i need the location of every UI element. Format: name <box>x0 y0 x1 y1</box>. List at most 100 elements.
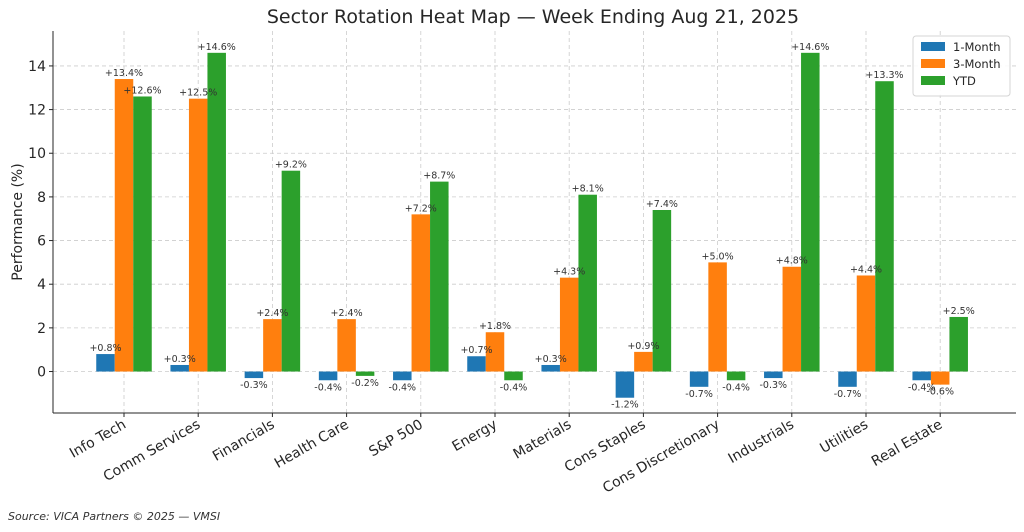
bar <box>337 319 356 372</box>
bar <box>281 170 301 372</box>
y-tick-label: 12 <box>28 103 46 119</box>
data-label: -0.7% <box>834 389 862 400</box>
data-labels: +0.8% +0.3% -0.3% -0.4% -0.4% +0.7% +0.3% -1.2%… <box>89 42 974 411</box>
bar <box>430 181 449 372</box>
data-label: +13.3% <box>865 70 903 81</box>
bar <box>114 79 134 372</box>
bar <box>393 371 412 381</box>
legend-swatch <box>921 42 945 51</box>
bar <box>875 81 894 372</box>
bar <box>504 371 523 381</box>
bar <box>133 96 152 372</box>
bar <box>263 319 282 372</box>
bar <box>949 316 968 372</box>
bar <box>782 266 802 372</box>
y-tick-label: 2 <box>37 321 46 337</box>
bar <box>930 371 950 385</box>
data-label: +7.2% <box>405 203 437 214</box>
y-tick-label: 0 <box>37 365 46 381</box>
data-label: -0.4% <box>722 382 750 393</box>
x-tick-label: S&P 500 <box>366 417 425 461</box>
data-label: +7.4% <box>646 199 678 210</box>
data-label: +0.3% <box>164 354 196 365</box>
bar <box>411 214 431 372</box>
y-tick-label: 4 <box>37 277 46 293</box>
x-tick-label: Health Care <box>272 417 352 472</box>
y-axis-label: Performance (%) <box>10 163 26 280</box>
data-label: +4.8% <box>776 256 808 267</box>
bar <box>485 332 505 372</box>
legend-swatch <box>921 76 945 85</box>
bar <box>244 371 264 379</box>
data-label: +0.8% <box>89 343 121 354</box>
x-tick-label: Info Tech <box>67 417 129 462</box>
bar <box>856 275 876 372</box>
data-label: +12.6% <box>123 85 161 96</box>
x-tick-label: Real Estate <box>869 417 945 470</box>
data-label: +14.6% <box>791 42 829 53</box>
bar <box>207 52 226 372</box>
y-tick-label: 14 <box>28 59 46 75</box>
data-label: +13.4% <box>105 68 143 79</box>
bar <box>708 262 727 372</box>
bar <box>726 371 746 381</box>
bar <box>801 52 820 372</box>
x-tick-label: Materials <box>511 417 575 463</box>
x-tick-label: Utilities <box>817 417 871 457</box>
data-label: +4.3% <box>553 267 585 278</box>
bar <box>764 371 783 379</box>
data-label: -0.3% <box>760 380 788 391</box>
bar <box>559 277 579 372</box>
source-note: Source: VICA Partners © 2025 — VMSI <box>8 510 221 523</box>
bar <box>615 371 635 398</box>
bar <box>912 371 931 381</box>
legend-swatch <box>921 59 945 68</box>
data-label: -0.4% <box>908 382 936 393</box>
data-label: +2.5% <box>943 306 975 317</box>
legend-entry: 1-Month <box>953 40 1001 54</box>
bar <box>541 364 560 372</box>
data-label: +2.4% <box>331 308 363 319</box>
chart-title: Sector Rotation Heat Map — Week Ending A… <box>267 6 799 28</box>
y-tick-label: 8 <box>37 190 46 206</box>
data-label: +5.0% <box>702 251 734 262</box>
x-tick-label: Industrials <box>726 417 797 467</box>
bar <box>170 364 189 372</box>
y-tick-label: 10 <box>28 146 46 162</box>
y-tick-label: 6 <box>37 234 46 250</box>
legend-entry: YTD <box>952 74 976 88</box>
data-label: +9.2% <box>275 160 307 171</box>
legend: 1-Month 3-Month YTD <box>912 35 1011 97</box>
data-label: -0.2% <box>351 378 379 389</box>
data-label: +1.8% <box>479 321 511 332</box>
data-label: +4.4% <box>850 264 882 275</box>
data-label: +0.9% <box>627 341 659 352</box>
data-label: +2.4% <box>256 308 288 319</box>
legend-entry: 3-Month <box>953 57 1001 71</box>
bar <box>838 371 857 387</box>
data-label: -0.4% <box>500 382 528 393</box>
bar <box>652 209 672 372</box>
bar <box>355 371 375 376</box>
data-label: -1.2% <box>611 400 639 411</box>
x-tick-label: Financials <box>210 417 277 465</box>
data-label: -0.4% <box>314 382 342 393</box>
bar <box>96 354 115 372</box>
bars <box>96 52 968 398</box>
bar <box>578 194 597 372</box>
data-label: +14.6% <box>198 42 236 53</box>
bar <box>188 98 208 372</box>
data-label: +8.1% <box>572 184 604 195</box>
bar <box>318 371 338 381</box>
data-label: -0.3% <box>240 380 268 391</box>
x-tick-label: Energy <box>450 417 500 455</box>
data-label: -0.4% <box>389 382 417 393</box>
bar <box>634 351 653 372</box>
data-label: -0.7% <box>685 389 713 400</box>
data-label: +12.5% <box>179 88 217 99</box>
data-label: -0.6% <box>926 387 954 398</box>
data-label: +8.7% <box>423 171 455 182</box>
bar <box>689 371 709 387</box>
data-label: +0.7% <box>460 345 492 356</box>
